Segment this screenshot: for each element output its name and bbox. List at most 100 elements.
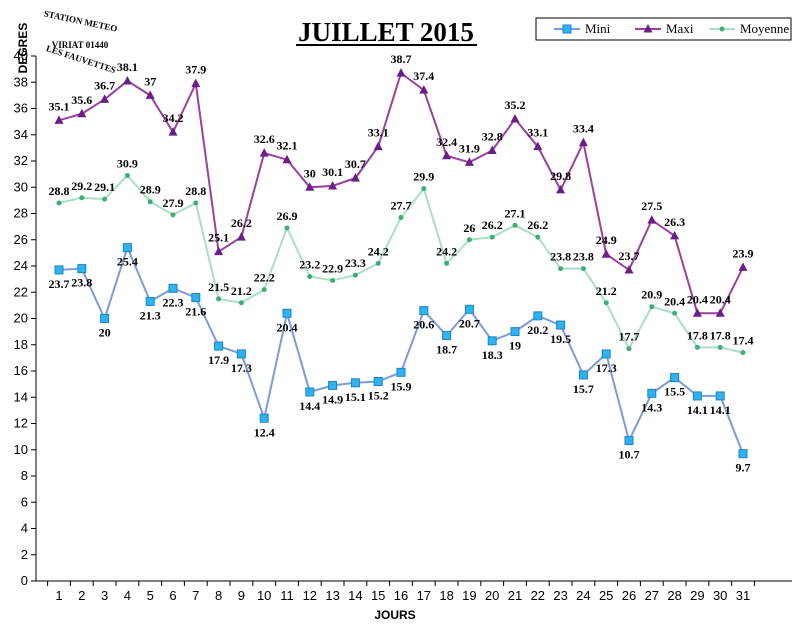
- moyenne-point: [56, 200, 62, 206]
- moyenne-point: [535, 234, 541, 240]
- mini-point: [77, 264, 87, 274]
- mini-data-label: 14.4: [299, 399, 320, 413]
- logo-text-top: STATION METEO: [43, 8, 118, 33]
- mini-point: [556, 320, 566, 330]
- mini-point: [54, 265, 64, 275]
- maxi-point: [145, 90, 155, 99]
- moyenne-point: [284, 225, 290, 231]
- legend: Mini Maxi Moyenne: [535, 17, 792, 41]
- moyenne-data-label: 27.1: [505, 206, 526, 220]
- moyenne-data-label: 26.9: [277, 209, 298, 223]
- x-tick-label: 10: [257, 588, 271, 603]
- moyenne-data-label: 21.2: [231, 284, 252, 298]
- x-tick-label: 27: [645, 588, 659, 603]
- y-tick-label: 40: [14, 48, 28, 63]
- moyenne-point: [238, 300, 244, 306]
- chart-title: JUILLET 2015: [298, 17, 474, 47]
- mini-point: [647, 388, 657, 398]
- y-tick-label: 10: [14, 442, 28, 457]
- moyenne-point: [580, 266, 586, 272]
- mini-data-label: 22.3: [163, 295, 184, 309]
- x-tick-label: 25: [599, 588, 613, 603]
- moyenne-data-label: 23.3: [345, 256, 366, 270]
- mini-point: [328, 380, 338, 390]
- maxi-data-label: 26.3: [664, 215, 685, 229]
- mini-data-label: 20.6: [413, 318, 434, 332]
- x-tick-label: 12: [303, 588, 317, 603]
- mini-point: [464, 304, 474, 314]
- x-tick-label: 8: [215, 588, 222, 603]
- mini-data-label: 17.9: [208, 353, 229, 367]
- moyenne-data-label: 26.2: [527, 218, 548, 232]
- x-tick-label: 15: [371, 588, 385, 603]
- moyenne-point: [398, 214, 404, 220]
- mini-data-label: 12.4: [254, 425, 275, 439]
- maxi-point: [100, 94, 110, 103]
- mini-point: [236, 349, 246, 359]
- maxi-point: [715, 308, 725, 317]
- y-tick-label: 14: [14, 389, 28, 404]
- y-tick-label: 36: [14, 101, 28, 116]
- x-tick-label: 20: [485, 588, 499, 603]
- mini-point: [168, 283, 178, 293]
- mini-data-label: 25.4: [117, 255, 138, 269]
- mini-data-label: 9.7: [736, 461, 751, 475]
- mini-data-label: 15.2: [368, 389, 389, 403]
- x-tick-label: 14: [348, 588, 362, 603]
- maxi-data-label: 32.6: [254, 132, 275, 146]
- moyenne-data-label: 29.1: [94, 180, 115, 194]
- mini-point: [624, 436, 634, 446]
- moyenne-point: [512, 222, 518, 228]
- mini-point: [578, 370, 588, 380]
- moyenne-data-label: 20.9: [641, 288, 662, 302]
- x-tick-label: 4: [124, 588, 131, 603]
- moyenne-data-label: 23.8: [573, 250, 594, 264]
- mini-data-label: 20.2: [527, 323, 548, 337]
- moyenne-data-label: 23.8: [550, 250, 571, 264]
- moyenne-point: [421, 186, 427, 192]
- moyenne-data-label: 23.2: [299, 258, 320, 272]
- maxi-point: [738, 262, 748, 271]
- maxi-data-label: 33.4: [573, 122, 594, 136]
- y-tick-label: 16: [14, 363, 28, 378]
- legend-swatch-marker: [643, 24, 653, 33]
- y-tick-label: 0: [21, 573, 28, 588]
- moyenne-data-label: 30.9: [117, 156, 138, 170]
- moyenne-point: [307, 274, 313, 279]
- moyenne-data-label: 22.2: [254, 271, 275, 285]
- maxi-data-label: 30.1: [322, 165, 343, 179]
- maxi-data-label: 29.8: [550, 169, 571, 183]
- moyenne-data-label: 17.4: [733, 334, 754, 348]
- moyenne-point: [603, 300, 609, 306]
- mini-point: [487, 336, 497, 346]
- moyenne-data-label: 17.8: [687, 328, 708, 342]
- y-tick-label: 32: [14, 153, 28, 168]
- moyenne-point: [672, 310, 678, 316]
- maxi-point: [328, 180, 338, 190]
- maxi-point: [578, 137, 588, 147]
- maxi-data-label: 38.7: [391, 52, 412, 66]
- legend-swatch-marker: [719, 26, 725, 32]
- moyenne-data-label: 27.9: [163, 196, 184, 210]
- x-tick-label: 1: [55, 588, 62, 603]
- x-tick-label: 24: [576, 588, 590, 603]
- maxi-data-label: 37: [144, 74, 156, 88]
- maxi-point: [510, 114, 520, 123]
- x-tick-label: 22: [531, 588, 545, 603]
- y-tick-label: 2: [21, 547, 28, 562]
- mini-point: [214, 341, 224, 351]
- x-tick-label: 3: [101, 588, 108, 603]
- moyenne-point: [558, 266, 564, 272]
- maxi-data-label: 32.8: [482, 130, 503, 144]
- maxi-point: [533, 141, 543, 151]
- mini-data-label: 14.1: [710, 403, 731, 417]
- x-tick-label: 18: [439, 588, 453, 603]
- mini-data-label: 15.9: [391, 379, 412, 393]
- mini-point: [145, 296, 155, 306]
- mini-data-label: 21.6: [185, 305, 206, 319]
- moyenne-point: [740, 350, 746, 356]
- mini-point: [305, 387, 315, 397]
- mini-data-label: 20: [99, 326, 111, 340]
- mini-data-label: 20.7: [459, 316, 480, 330]
